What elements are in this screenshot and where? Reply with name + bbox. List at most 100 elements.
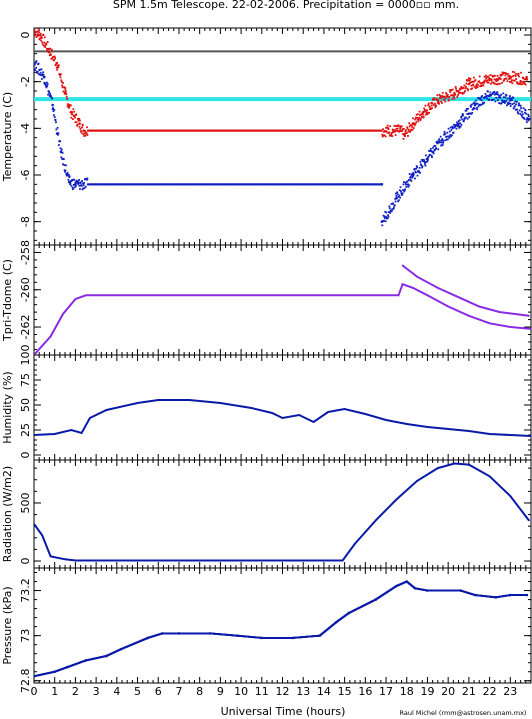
data-point — [291, 636, 295, 640]
data-point — [504, 74, 507, 77]
data-point — [57, 132, 60, 135]
data-point — [436, 467, 439, 470]
data-point — [492, 98, 495, 101]
data-point — [489, 82, 492, 85]
data-point — [505, 94, 508, 97]
data-point — [439, 135, 442, 138]
data-point — [492, 75, 495, 78]
data-point — [473, 593, 477, 597]
data-point — [509, 105, 512, 107]
data-point — [412, 175, 414, 178]
data-point — [471, 80, 474, 83]
data-point — [499, 96, 502, 99]
data-point — [34, 674, 36, 678]
data-point — [390, 134, 392, 137]
data-point — [524, 83, 527, 86]
data-point — [435, 97, 438, 100]
data-point — [426, 113, 429, 116]
data-point — [469, 77, 472, 80]
data-point — [430, 104, 433, 107]
data-point — [457, 120, 460, 123]
data-point — [55, 121, 57, 124]
data-point — [519, 81, 522, 84]
data-point — [451, 98, 454, 100]
data-point — [82, 133, 85, 136]
data-point — [475, 107, 478, 109]
data-point — [412, 286, 414, 289]
data-point — [443, 98, 445, 101]
data-point — [448, 98, 450, 101]
data-point — [479, 82, 482, 85]
x-tick-label: 2 — [72, 685, 79, 698]
data-point — [404, 130, 407, 133]
data-point — [395, 498, 398, 501]
data-point — [491, 74, 494, 77]
data-point — [484, 96, 487, 99]
data-point — [485, 77, 488, 79]
data-point — [37, 62, 40, 65]
data-point — [64, 558, 66, 561]
data-point — [517, 74, 520, 77]
data-point — [506, 72, 509, 75]
data-point — [433, 98, 436, 101]
x-tick-label: 21 — [462, 685, 476, 698]
data-point — [48, 92, 51, 94]
data-point — [436, 94, 439, 97]
data-point — [437, 148, 440, 151]
data-point — [502, 92, 505, 95]
data-point — [44, 46, 47, 48]
data-point — [34, 434, 35, 436]
data-point — [446, 95, 449, 97]
data-point — [467, 107, 469, 110]
data-point — [516, 108, 519, 111]
data-point — [403, 134, 406, 137]
data-point — [35, 28, 38, 29]
data-point — [414, 177, 416, 180]
data-point — [414, 170, 417, 173]
data-point — [479, 98, 482, 101]
data-point — [385, 211, 388, 214]
panel-4: 0 500 Radiation (W/m2) — [1, 459, 532, 569]
data-point — [56, 132, 59, 134]
data-point — [475, 84, 478, 87]
data-point — [430, 150, 433, 152]
data-point — [57, 64, 60, 67]
data-point — [208, 632, 212, 635]
data-point — [69, 183, 71, 186]
data-point — [446, 93, 449, 96]
data-point — [392, 131, 395, 133]
data-point — [424, 104, 427, 107]
data-point — [36, 33, 39, 36]
series-1 — [34, 580, 529, 678]
data-point — [467, 463, 470, 466]
data-point — [465, 109, 468, 112]
data-point — [523, 117, 526, 120]
data-point — [422, 158, 425, 161]
data-point — [407, 183, 409, 186]
data-point — [46, 49, 49, 52]
data-point — [415, 113, 418, 116]
data-point — [61, 86, 64, 89]
data-point — [35, 30, 37, 33]
data-point — [473, 107, 476, 110]
data-point — [423, 110, 426, 113]
data-point — [73, 186, 76, 189]
panel-3: 0 25 50 75 100 Humidity (%) — [1, 345, 532, 461]
data-point — [436, 140, 439, 143]
data-point — [489, 91, 492, 94]
data-point — [500, 93, 503, 96]
data-point — [393, 125, 396, 127]
data-point — [407, 179, 410, 181]
data-point — [419, 114, 421, 116]
data-point — [50, 54, 52, 56]
data-point — [484, 74, 487, 77]
data-point — [516, 82, 519, 85]
data-point — [384, 210, 387, 213]
data-point — [64, 90, 67, 93]
data-point — [38, 38, 41, 41]
data-point — [83, 181, 86, 184]
data-point — [429, 107, 432, 110]
data-point — [61, 84, 64, 87]
data-point — [456, 125, 459, 128]
y-axis-label: Tpri-Tdome (C) — [1, 259, 14, 342]
